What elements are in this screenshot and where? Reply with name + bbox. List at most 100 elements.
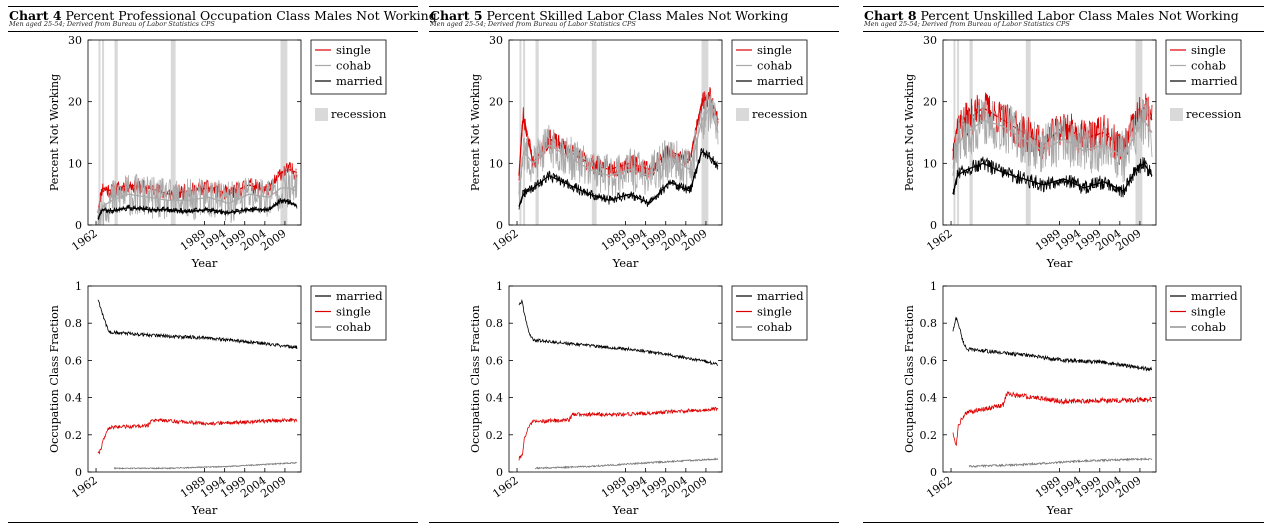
legend-label-cohab: cohab <box>1191 320 1226 334</box>
x-tick-label: 1962 <box>69 227 99 254</box>
y-axis-label: Percent Not Working <box>48 74 61 191</box>
recession-band <box>535 40 539 225</box>
x-axis-label: Year <box>1046 503 1073 517</box>
y-tick-label: 10 <box>489 157 503 170</box>
recession-band <box>969 40 973 225</box>
legend-box <box>310 39 387 95</box>
series-married-trend <box>518 151 719 207</box>
series-cohab-line <box>952 98 1153 187</box>
recession-band <box>1135 40 1143 225</box>
y-axis-label: Percent Not Working <box>469 74 482 191</box>
y-tick-label: 0.6 <box>920 354 938 367</box>
recession-band <box>953 40 956 225</box>
series-single-line <box>97 417 298 455</box>
legend-label-cohab: cohab <box>757 59 792 73</box>
y-tick-label: 10 <box>923 157 937 170</box>
plot-frame <box>87 285 302 473</box>
legend-label-single: single <box>336 305 371 319</box>
panel-header: Chart 5 Percent Skilled Labor Class Male… <box>429 6 839 32</box>
y-tick-label: 0 <box>75 466 82 479</box>
series-married-line <box>518 148 719 210</box>
x-axis-label: Year <box>612 503 639 517</box>
y-tick-label: 0.4 <box>920 392 938 405</box>
y-axis-label: Percent Not Working <box>903 74 916 191</box>
legend-label-married: married <box>757 289 804 303</box>
series-cohab-line <box>113 461 298 470</box>
x-axis-label: Year <box>1046 256 1073 270</box>
series-married-trend <box>952 162 1153 195</box>
series-single-line <box>952 390 1153 447</box>
series-single-line <box>518 406 719 461</box>
recession-band <box>114 40 118 225</box>
y-tick-label: 0 <box>75 219 82 232</box>
panel-title: Chart 5 Percent Skilled Labor Class Male… <box>430 8 788 23</box>
legend-box <box>310 285 387 341</box>
series-married-line <box>952 316 1153 372</box>
recession-band <box>280 40 288 225</box>
series-married-trend <box>97 199 298 220</box>
legend-box <box>731 285 808 341</box>
recession-band <box>523 40 526 225</box>
recession-band <box>102 40 105 225</box>
series-cohab-line <box>518 94 719 207</box>
panel-header: Chart 4 Percent Professional Occupation … <box>8 6 437 32</box>
chart-subtitle: Men aged 25-54; Derived from Bureau of L… <box>864 20 1070 28</box>
y-tick-label: 30 <box>68 34 82 47</box>
legend-box <box>1165 285 1242 341</box>
x-tick-label: 1962 <box>924 474 954 501</box>
plot-frame <box>508 285 723 473</box>
x-axis-label: Year <box>191 503 218 517</box>
y-tick-label: 30 <box>923 34 937 47</box>
chart-panel: Chart 4 Percent Professional Occupation … <box>8 0 437 527</box>
series-married-line <box>518 298 718 366</box>
x-tick-label: 1962 <box>490 227 520 254</box>
series-cohab-trend <box>952 119 1153 176</box>
y-tick-label: 0.8 <box>65 317 83 330</box>
legend-label-single: single <box>757 43 792 57</box>
legend-label-recession: recession <box>331 107 387 121</box>
y-axis-label: Occupation Class Fraction <box>469 305 482 453</box>
legend-label-single: single <box>1191 43 1226 57</box>
chart-label: Chart 5 <box>430 8 483 23</box>
y-tick-label: 30 <box>489 34 503 47</box>
y-tick-label: 0.8 <box>920 317 938 330</box>
panel-title: Chart 8 Percent Unskilled Labor Class Ma… <box>864 8 1239 23</box>
chart-title: Percent Skilled Labor Class Males Not Wo… <box>486 8 789 23</box>
legend-label-recession: recession <box>752 107 808 121</box>
chart-label: Chart 4 <box>9 8 62 23</box>
series-married-line <box>952 156 1153 198</box>
x-tick-label: 1962 <box>924 227 954 254</box>
legend-label-single: single <box>757 305 792 319</box>
chart-title: Percent Unskilled Labor Class Males Not … <box>920 8 1239 23</box>
plot-frame <box>942 39 1157 226</box>
y-tick-label: 0 <box>496 466 503 479</box>
recession-band <box>519 40 522 225</box>
chart-label: Chart 8 <box>864 8 917 23</box>
panel-header: Chart 8 Percent Unskilled Labor Class Ma… <box>863 6 1264 32</box>
chart-subtitle: Men aged 25-54; Derived from Bureau of L… <box>9 20 215 28</box>
legend-label-single: single <box>336 43 371 57</box>
chart-title: Percent Professional Occupation Class Ma… <box>65 8 437 23</box>
y-tick-label: 0 <box>496 219 503 232</box>
series-cohab-trend <box>97 187 298 226</box>
legend-label-married: married <box>1191 289 1238 303</box>
y-tick-label: 1 <box>75 280 82 293</box>
series-cohab-line <box>534 457 719 470</box>
panel-footer-rule <box>863 522 1264 523</box>
series-single-line <box>952 92 1153 165</box>
chart-panel: Chart 5 Percent Skilled Labor Class Male… <box>429 0 839 527</box>
series-married-line <box>97 299 298 350</box>
y-tick-label: 0 <box>930 219 937 232</box>
panel-footer-rule <box>429 522 839 523</box>
chart-subtitle: Men aged 25-54; Derived from Bureau of L… <box>430 20 636 28</box>
y-tick-label: 20 <box>923 96 937 109</box>
y-axis-label: Occupation Class Fraction <box>903 305 916 453</box>
x-axis-label: Year <box>612 256 639 270</box>
panel-title: Chart 4 Percent Professional Occupation … <box>9 8 437 23</box>
series-cohab-trend <box>518 106 719 195</box>
legend-swatch-recession <box>1170 108 1183 121</box>
y-axis-label: Occupation Class Fraction <box>48 305 61 453</box>
